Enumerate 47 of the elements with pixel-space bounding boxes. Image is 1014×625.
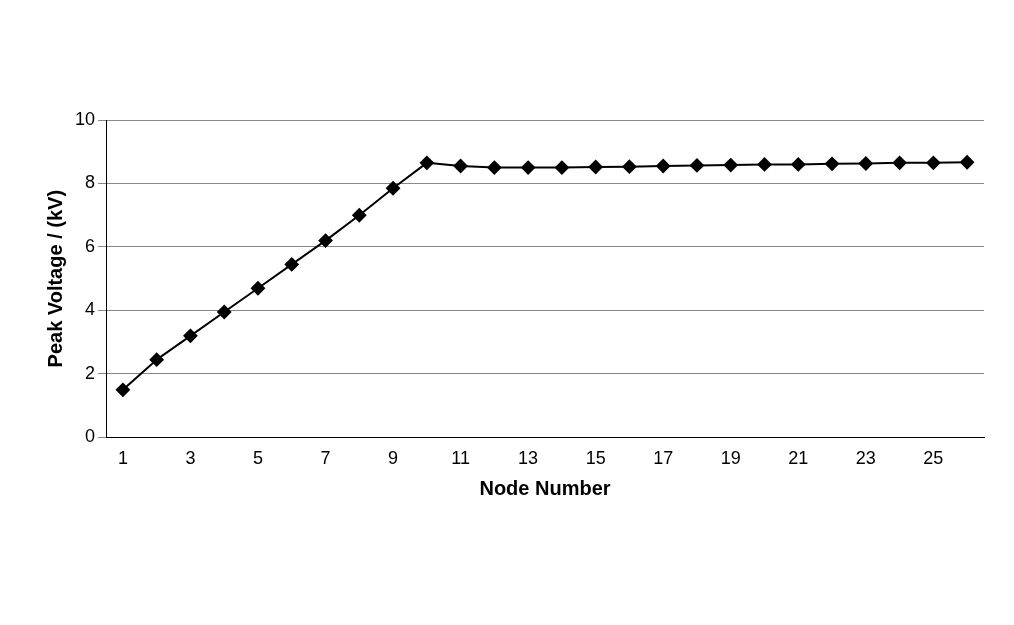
point — [757, 157, 772, 172]
point — [521, 160, 536, 175]
point — [250, 281, 265, 296]
x-tick-label: 9 — [388, 448, 399, 469]
point — [791, 157, 806, 172]
point — [487, 160, 502, 175]
x-tick-label: 5 — [252, 448, 263, 469]
point — [723, 158, 738, 173]
x-tick-label: 19 — [720, 448, 741, 469]
point — [825, 156, 840, 171]
point — [453, 159, 468, 174]
point — [689, 158, 704, 173]
point — [419, 155, 434, 170]
y-tick-label: 8 — [85, 172, 96, 193]
point — [183, 328, 198, 343]
x-tick-label: 21 — [788, 448, 809, 469]
point — [858, 156, 873, 171]
point — [149, 352, 164, 367]
x-tick-label: 13 — [518, 448, 539, 469]
x-tick-label: 25 — [923, 448, 944, 469]
y-axis-title: Peak Voltage / (kV) — [43, 189, 66, 368]
x-tick-label: 17 — [653, 448, 674, 469]
point — [318, 233, 333, 248]
x-tick-label: 23 — [855, 448, 876, 469]
point — [926, 155, 941, 170]
y-tick-label: 2 — [85, 362, 96, 383]
point — [352, 208, 367, 223]
point — [386, 181, 401, 196]
x-tick-label: 15 — [585, 448, 606, 469]
point — [217, 305, 232, 320]
point — [588, 159, 603, 174]
x-tick-label: 7 — [320, 448, 331, 469]
y-tick-label: 4 — [85, 299, 96, 320]
y-tick-label: 6 — [85, 235, 96, 256]
x-axis-title: Node Number — [479, 476, 611, 499]
point — [656, 159, 671, 174]
x-tick-label: 3 — [185, 448, 196, 469]
point — [115, 382, 130, 397]
y-tick-label: 10 — [74, 108, 96, 129]
y-tick-label: 0 — [85, 426, 96, 447]
point — [622, 159, 637, 174]
x-tick-label: 1 — [117, 448, 128, 469]
point — [960, 155, 975, 170]
point — [554, 160, 569, 175]
x-tick-label: 11 — [451, 448, 470, 469]
point — [892, 155, 907, 170]
point — [284, 257, 299, 272]
